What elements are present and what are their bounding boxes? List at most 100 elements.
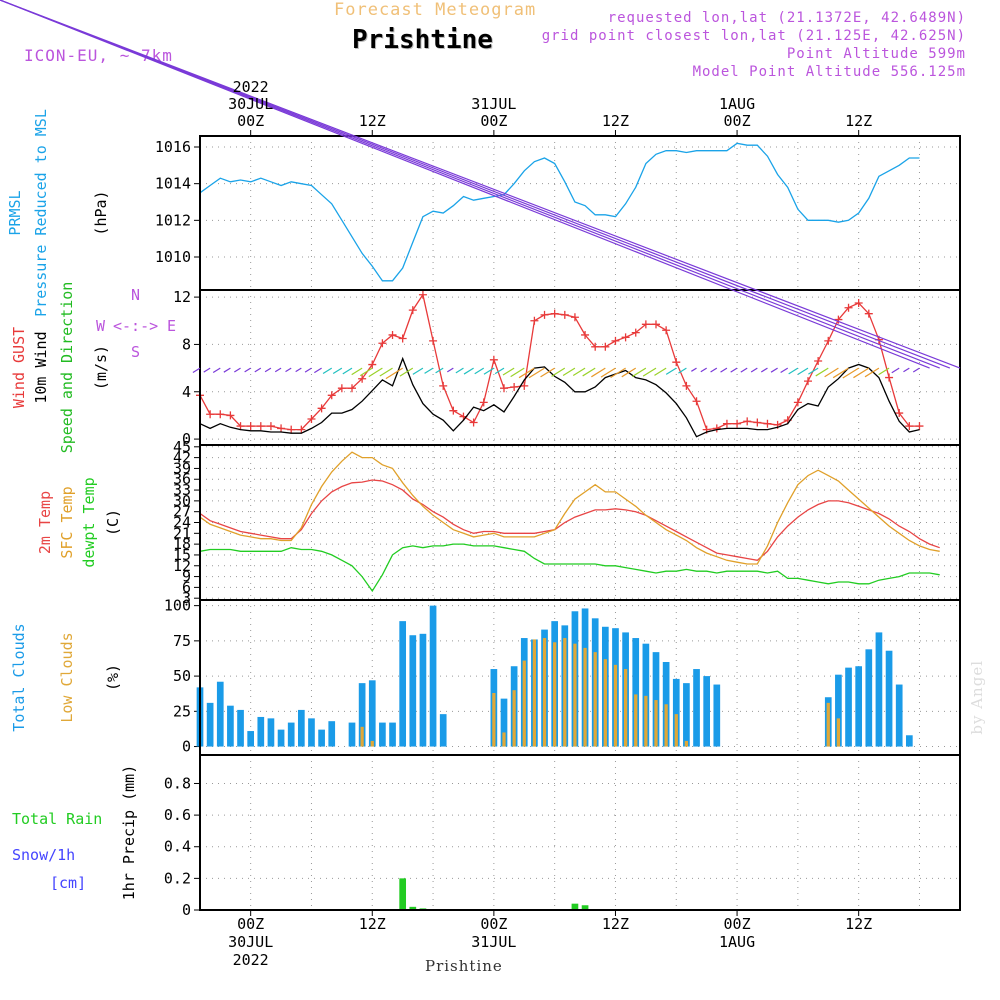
panel-clouds: 0 25 50 75 100 Total Clouds Low Clouds (%) xyxy=(10,597,961,756)
bar-clouds_total xyxy=(308,718,315,747)
bar-clouds_total xyxy=(247,731,255,747)
supertitle: Forecast Meteogram xyxy=(334,0,537,20)
wind-arrow xyxy=(412,367,424,375)
gust-marker xyxy=(489,355,498,364)
axis-label: Total Rain xyxy=(12,810,102,828)
bar-clouds_low xyxy=(654,700,658,747)
gust-marker xyxy=(834,315,843,324)
wind-arrow xyxy=(254,367,262,373)
gust-marker xyxy=(682,381,691,390)
panel-precip: 0 0.2 0.4 0.6 0.8 Total Rain Snow/1h [cm] 1hr Pr… xyxy=(12,754,961,919)
bar-clouds_total xyxy=(389,722,396,747)
wind-arrow xyxy=(368,367,383,378)
bar-clouds_low xyxy=(502,732,506,747)
gust-marker xyxy=(753,418,762,427)
gust-marker xyxy=(520,381,529,390)
wind-arrow xyxy=(528,367,545,379)
bar-clouds_total xyxy=(399,621,407,747)
y-tick-label: 100 xyxy=(164,597,191,615)
time-label-bottom: 00Z xyxy=(480,915,507,933)
watermark: by Angel xyxy=(968,660,986,735)
bar-clouds_low xyxy=(542,638,547,747)
wind-arrow xyxy=(878,367,890,376)
bar-clouds_low xyxy=(553,642,557,747)
bar-clouds_total xyxy=(672,678,680,747)
gust-marker xyxy=(368,360,377,369)
wind-arrow xyxy=(455,367,464,374)
wind-arrow xyxy=(815,367,829,377)
axis-unit: 1hr Precip (mm) xyxy=(120,765,138,900)
panel-pressure: 1010 1012 1014 1016 PRMSL Pressure Reduced to… xyxy=(6,109,961,317)
gust-marker xyxy=(804,377,812,386)
time-label-bottom: 00Z xyxy=(237,915,264,933)
bar-clouds_total xyxy=(693,669,700,747)
gust-marker xyxy=(652,320,660,329)
wind-arrow xyxy=(234,367,241,373)
series-wind10m xyxy=(199,356,920,438)
footer-station: Prishtine xyxy=(425,957,503,975)
bar-clouds_total xyxy=(835,674,842,747)
bar-clouds_total xyxy=(379,722,386,747)
bar-clouds_total xyxy=(642,643,650,747)
y-tick-label: 0 xyxy=(182,738,191,756)
bar-clouds_total xyxy=(429,605,437,747)
wind-arrow xyxy=(912,367,920,373)
wind-arrow xyxy=(665,367,677,375)
y-tick-label: 0.2 xyxy=(164,869,191,887)
gust-marker xyxy=(560,310,569,319)
bar-clouds_total xyxy=(865,649,873,747)
bar-clouds_total xyxy=(227,705,234,747)
gust-marker xyxy=(540,310,549,319)
bar-clouds_total xyxy=(368,680,376,747)
date-label-top: 31JUL xyxy=(471,95,516,113)
wind-arrow xyxy=(760,367,768,373)
wind-arrow xyxy=(274,367,282,373)
wind-arrow xyxy=(295,367,302,373)
wind-arrow xyxy=(891,367,900,374)
wind-arrow xyxy=(332,367,343,375)
point-altitude: Point Altitude 599m xyxy=(786,46,966,62)
bar-rain xyxy=(409,906,417,910)
bar-rain xyxy=(571,903,579,910)
gust-marker xyxy=(266,422,275,431)
wind-arrow xyxy=(322,367,333,375)
compass-north: N xyxy=(131,286,140,304)
wind-arrow xyxy=(0,0,961,369)
y-tick-label: 1016 xyxy=(155,138,191,156)
time-label-bottom: 12Z xyxy=(845,915,872,933)
bar-clouds_total xyxy=(318,729,325,747)
gust-marker xyxy=(662,326,671,335)
time-label-bottom: 12Z xyxy=(359,915,386,933)
bar-clouds_low xyxy=(623,669,628,747)
bar-clouds_total xyxy=(885,650,893,747)
y-tick-label: 0 xyxy=(182,901,191,919)
gust-marker xyxy=(216,410,225,419)
gust-marker xyxy=(479,398,488,407)
wind-arrow xyxy=(399,367,414,377)
panel-frame xyxy=(199,135,961,291)
bar-clouds_total xyxy=(500,698,508,747)
series-dewpt xyxy=(199,543,940,593)
bar-clouds_total xyxy=(632,638,640,747)
wind-arrow xyxy=(351,367,363,376)
gust-marker xyxy=(348,384,356,393)
bar-clouds_low xyxy=(522,660,526,747)
bar-clouds_total xyxy=(206,702,214,747)
y-tick-label: 15 xyxy=(173,546,191,564)
bar-clouds_total xyxy=(267,718,275,747)
bar-clouds_total xyxy=(905,735,913,747)
bar-rain xyxy=(399,878,407,910)
bar-clouds_low xyxy=(664,704,668,747)
wind-arrow xyxy=(212,367,221,374)
wind-arrow xyxy=(678,367,687,374)
y-tick-label: 18 xyxy=(173,535,191,553)
requested-coords: requested lon,lat (21.1372E, 42.6489N) xyxy=(607,10,966,26)
gust-marker xyxy=(581,330,590,339)
y-tick-label: 24 xyxy=(173,514,191,532)
gust-marker xyxy=(500,384,508,393)
axis-label: 10m Wind xyxy=(32,331,50,403)
wind-arrow xyxy=(700,367,707,373)
y-tick-label: 0.6 xyxy=(164,806,191,824)
wind-arrow xyxy=(446,367,454,373)
